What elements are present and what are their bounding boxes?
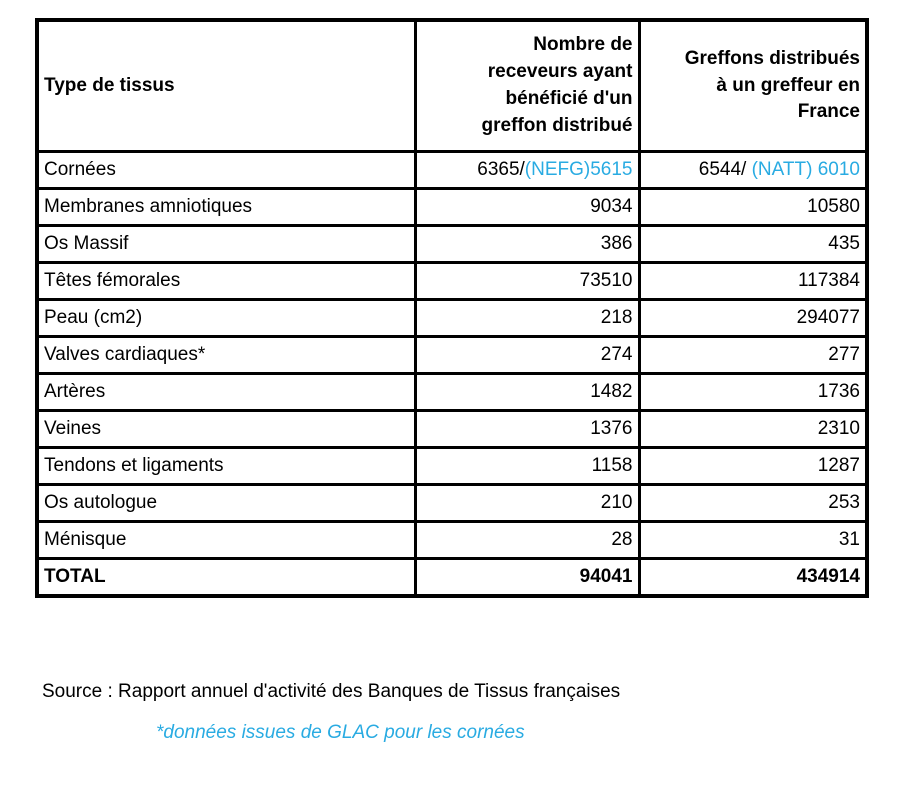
table-row-cornees: Cornées 6365/(NEFG)5615 6544/ (NATT) 601… <box>35 150 869 190</box>
glac-footnote: *données issues de GLAC pour les cornées <box>156 722 525 743</box>
recipients-cell: 6365/(NEFG)5615 <box>413 150 641 190</box>
tissue-type-cell: Têtes fémorales <box>35 261 417 301</box>
distributed-cell: 435 <box>637 224 869 264</box>
distributed-cell: 10580 <box>637 187 869 227</box>
header-tissue-type: Type de tissus <box>35 18 417 153</box>
header-distributed: Greffons distribués à un greffeur en Fra… <box>637 18 869 153</box>
recipients-annotation: (NEFG)5615 <box>524 159 633 180</box>
distributed-cell: 6544/ (NATT) 6010 <box>637 150 869 190</box>
tissue-type-cell: Veines <box>35 409 417 449</box>
table-row-os-massif: Os Massif 386 435 <box>35 224 869 264</box>
table-row-membranes-amniotiques: Membranes amniotiques 9034 10580 <box>35 187 869 227</box>
recipients-cell: 9034 <box>413 187 641 227</box>
table-row-os-autologue: Os autologue 210 253 <box>35 483 869 523</box>
distributed-cell: 1287 <box>637 446 869 486</box>
tissue-type-cell: Os Massif <box>35 224 417 264</box>
total-row: TOTAL 94041 434914 <box>35 557 869 598</box>
table-row-arteres: Artères 1482 1736 <box>35 372 869 412</box>
recipients-cell: 1482 <box>413 372 641 412</box>
total-recipients-cell: 94041 <box>413 557 641 598</box>
table-row-valves-cardiaques: Valves cardiaques* 274 277 <box>35 335 869 375</box>
distributed-value: 6544/ <box>698 159 752 180</box>
source-text: Source : Rapport annuel d'activité des B… <box>42 681 621 702</box>
recipients-cell: 218 <box>413 298 641 338</box>
tissue-type-cell: Cornées <box>35 150 417 190</box>
tissue-type-cell: Tendons et ligaments <box>35 446 417 486</box>
distributed-cell: 31 <box>637 520 869 560</box>
header-recipients: Nombre de receveurs ayant bénéficié d'un… <box>413 18 641 153</box>
distributed-cell: 2310 <box>637 409 869 449</box>
distributed-annotation: (NATT) 6010 <box>751 159 860 180</box>
tissue-type-cell: Peau (cm2) <box>35 298 417 338</box>
recipients-cell: 1376 <box>413 409 641 449</box>
recipients-value: 6365/ <box>477 159 525 180</box>
recipients-cell: 210 <box>413 483 641 523</box>
recipients-cell: 73510 <box>413 261 641 301</box>
header-row: Type de tissus Nombre de receveurs ayant… <box>35 18 869 153</box>
table-row-menisque: Ménisque 28 31 <box>35 520 869 560</box>
total-label-cell: TOTAL <box>35 557 417 598</box>
distributed-cell: 253 <box>637 483 869 523</box>
recipients-cell: 1158 <box>413 446 641 486</box>
tissue-type-cell: Membranes amniotiques <box>35 187 417 227</box>
table-row-peau: Peau (cm2) 218 294077 <box>35 298 869 338</box>
table-row-tetes-femorales: Têtes fémorales 73510 117384 <box>35 261 869 301</box>
tissue-type-cell: Ménisque <box>35 520 417 560</box>
tissue-type-cell: Valves cardiaques* <box>35 335 417 375</box>
tissue-distribution-table: Type de tissus Nombre de receveurs ayant… <box>35 18 869 598</box>
recipients-cell: 274 <box>413 335 641 375</box>
recipients-cell: 28 <box>413 520 641 560</box>
recipients-cell: 386 <box>413 224 641 264</box>
distributed-cell: 1736 <box>637 372 869 412</box>
tissue-type-cell: Artères <box>35 372 417 412</box>
distributed-cell: 277 <box>637 335 869 375</box>
tissue-type-cell: Os autologue <box>35 483 417 523</box>
table-row-tendons-ligaments: Tendons et ligaments 1158 1287 <box>35 446 869 486</box>
total-distributed-cell: 434914 <box>637 557 869 598</box>
distributed-cell: 117384 <box>637 261 869 301</box>
table-row-veines: Veines 1376 2310 <box>35 409 869 449</box>
distributed-cell: 294077 <box>637 298 869 338</box>
